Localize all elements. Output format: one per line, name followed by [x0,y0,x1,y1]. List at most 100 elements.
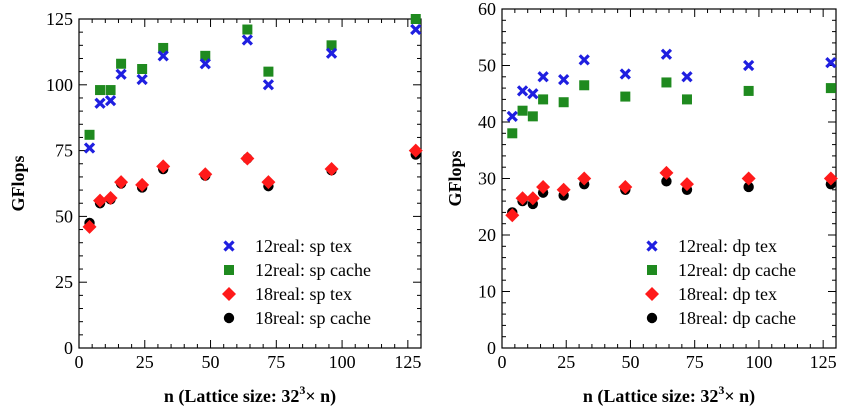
series-2-points [84,14,421,140]
x-tick-label: 50 [621,352,639,372]
data-point [661,77,672,88]
data-point [538,94,549,105]
series-3-points [505,165,838,223]
data-point [156,159,171,174]
x-stroke [578,54,590,66]
x-axis-title-superscript: 3 [299,383,305,397]
data-point [507,128,518,139]
data-point [158,42,169,53]
y-tick-label: 0 [64,338,73,358]
legend: 12real: dp tex 12real: dp cache 18real: dp… [645,236,796,328]
y-tick-label: 60 [478,0,496,19]
x-stroke [506,110,518,122]
x-stroke [660,48,673,60]
data-point [825,57,837,69]
x-stroke [516,85,529,97]
y-tick-label: 75 [55,141,73,161]
data-point [242,24,253,35]
series-3-points [82,143,423,234]
x-stroke [262,79,275,91]
data-point [104,94,117,107]
x-tick-label: 100 [745,352,772,372]
data-point [681,71,693,83]
data-point [93,193,108,208]
data-point [261,175,276,190]
chart-1: 0 25 50 75 100 125 0 25 50 75 100 125 n (Lattice siz… [8,9,423,407]
series-4-points [507,176,837,218]
data-point [515,191,530,206]
x-stroke [325,47,338,59]
data-point [82,219,97,234]
x-tick-label: 25 [136,352,154,372]
data-point [661,176,672,187]
data-point [556,182,571,197]
legend-label: 12real: dp cache [678,260,796,280]
y-tick-label: 40 [478,112,496,132]
y-axis-title: GFlops [8,155,28,211]
data-point [536,179,551,194]
data-point [743,85,754,96]
data-point [577,171,592,186]
data-point [558,97,569,108]
data-point [506,110,518,122]
plot-frame [78,18,422,349]
data-point [157,50,169,62]
x-stroke [527,88,539,100]
x-axis-title-superscript: 3 [718,383,724,397]
legend-marker [646,240,658,252]
x-stroke [83,142,96,154]
y-tick-label: 100 [46,75,73,95]
data-point [137,64,148,75]
legend-label: 12real: sp cache [255,260,371,280]
data-point [263,66,274,77]
data-point [199,58,211,70]
y-axis-title: GFlops [445,150,465,206]
x-tick-label: 50 [202,352,220,372]
legend-marker [222,287,236,301]
data-point [116,58,127,69]
legend-marker [645,287,659,301]
legend-marker [646,312,658,324]
x-axis-title: n (Lattice size: 323× n) [583,383,755,407]
data-point [200,50,211,61]
data-point [527,88,539,100]
x-stroke [104,94,117,107]
series-4-points [84,149,421,229]
x-stroke [619,68,631,80]
data-point [660,48,673,60]
data-point [578,54,590,66]
x-stroke [646,240,658,252]
x-stroke [199,58,211,70]
data-point [410,23,422,36]
data-point [326,40,337,51]
data-point [505,208,520,223]
data-point [135,177,150,192]
x-tick-label: 75 [686,352,704,372]
series-2-points [507,77,836,139]
x-axis-title-tail: × n) [305,386,336,407]
data-point [94,97,106,109]
y-tick-label: 10 [478,282,496,302]
data-point [516,85,529,97]
y-tick-label: 0 [487,338,496,358]
x-axis-title-main: n (Lattice size: 32 [583,386,718,407]
legend-label: 18real: dp tex [678,284,777,304]
data-point [741,171,756,186]
y-tick-label: 125 [46,9,73,29]
data-point [517,105,528,116]
data-point [262,79,275,91]
data-point [619,68,631,80]
data-point [410,14,421,24]
x-tick-label: 0 [498,352,507,372]
x-axis-title-main: n (Lattice size: 32 [164,386,299,407]
legend-marker [223,240,235,252]
series-1-points [83,23,422,154]
legend-label: 18real: sp cache [255,308,371,328]
x-tick-label: 0 [75,352,84,372]
x-stroke [537,71,549,83]
x-stroke [681,71,693,83]
x-tick-label: 125 [810,352,837,372]
data-point [83,142,96,154]
data-point [823,171,838,186]
data-point [579,80,590,91]
